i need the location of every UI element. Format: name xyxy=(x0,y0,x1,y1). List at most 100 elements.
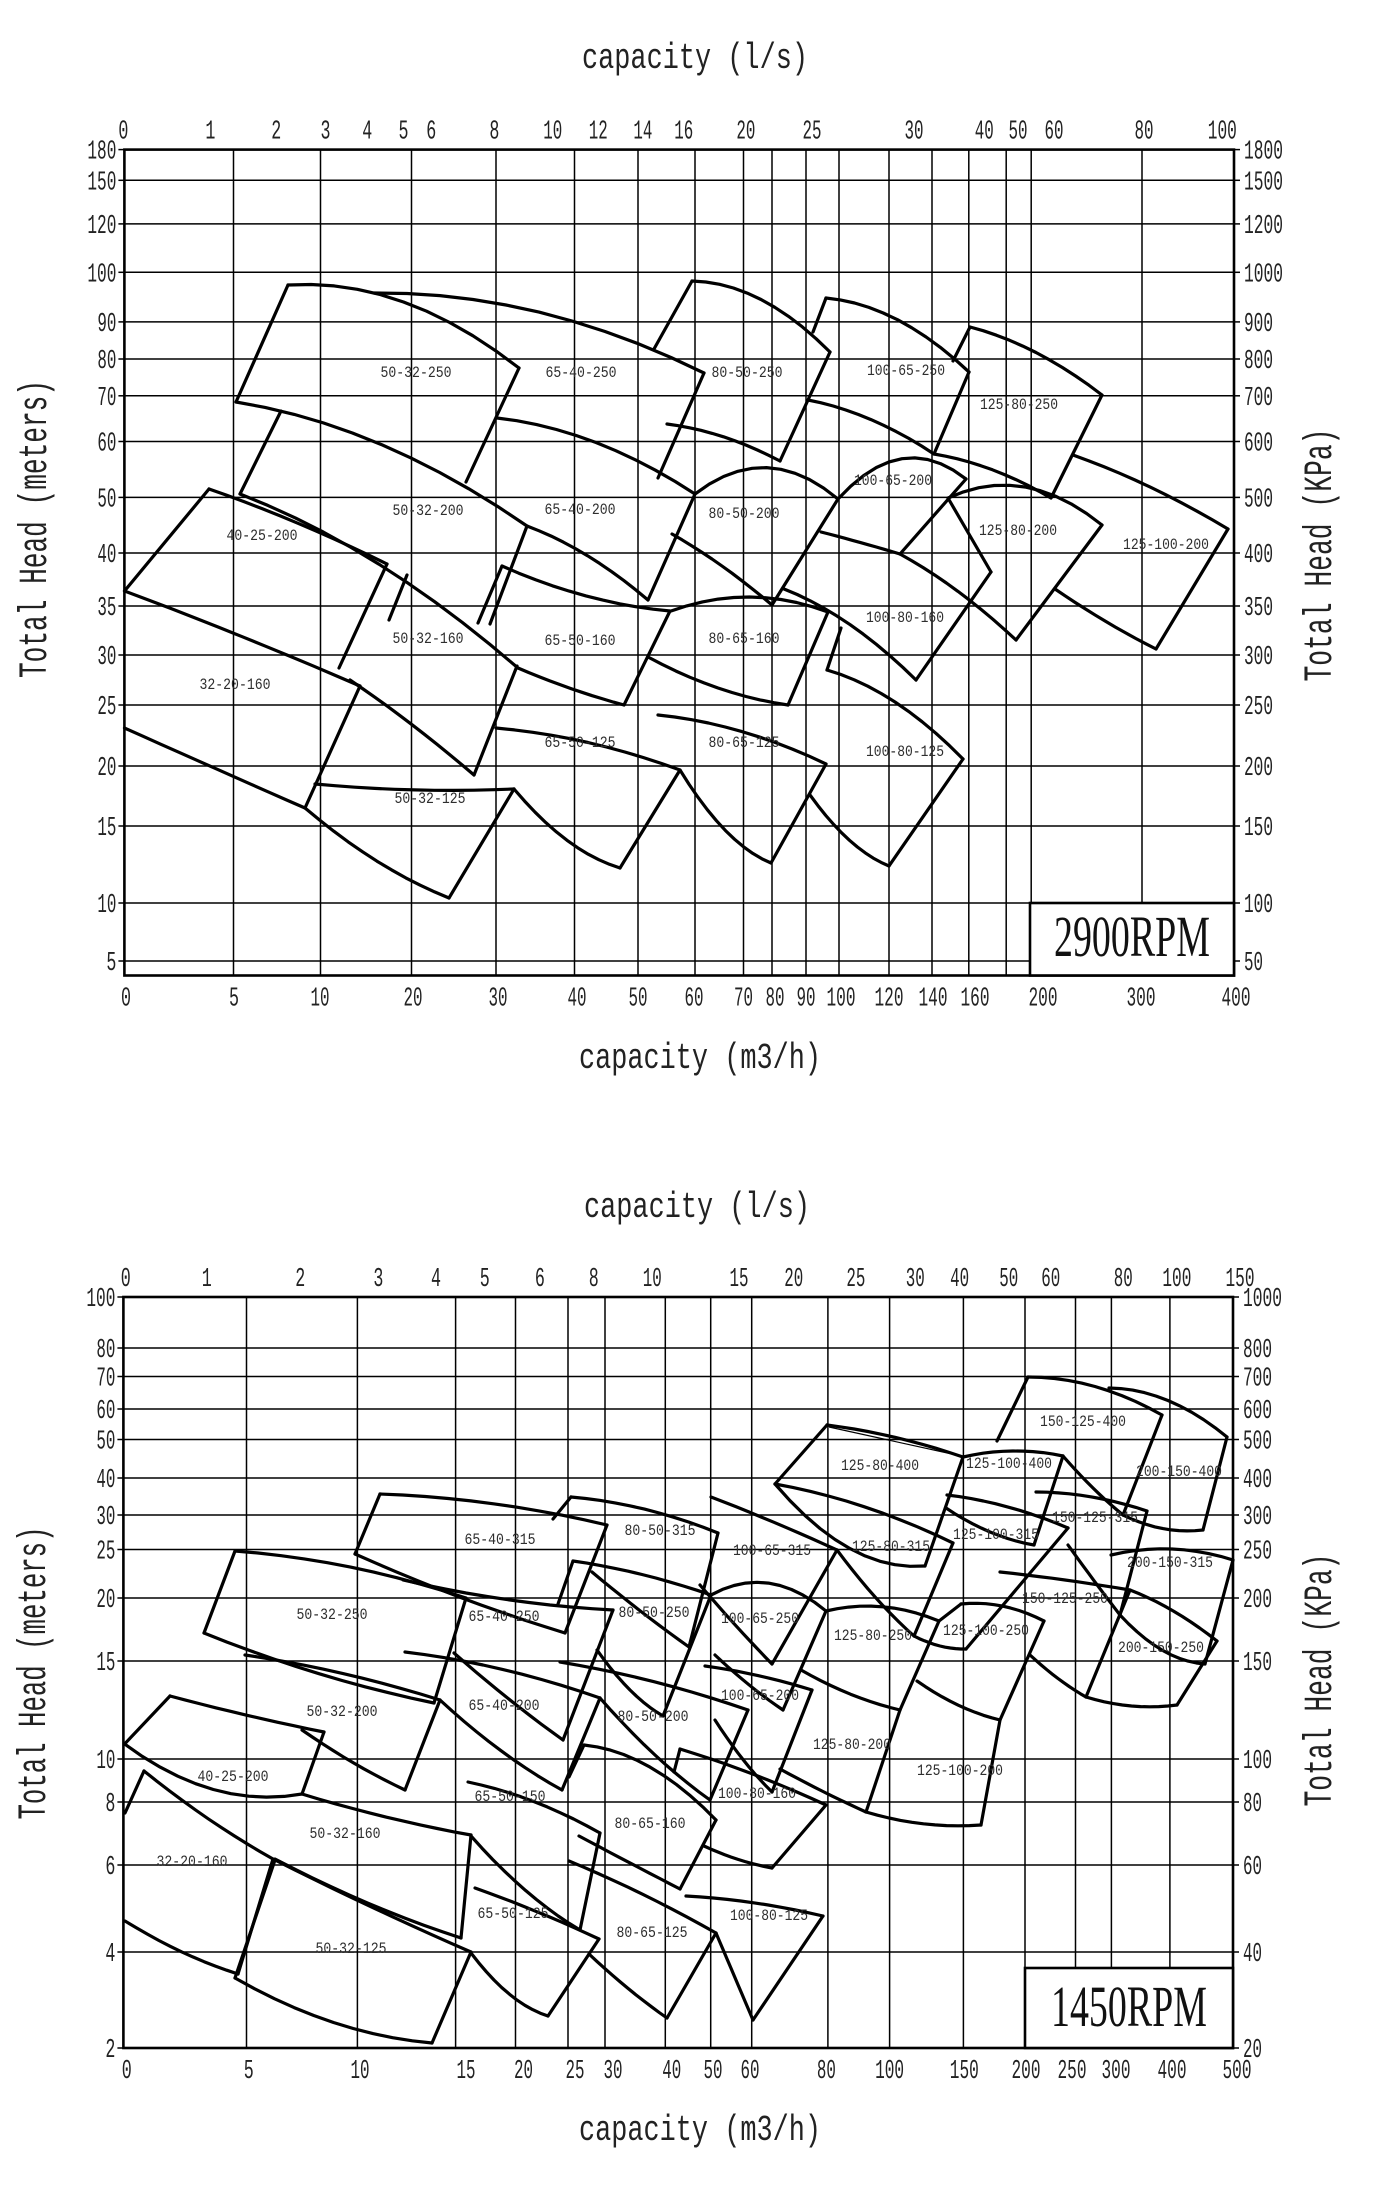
svg-text:100-80-125: 100-80-125 xyxy=(866,743,944,761)
svg-text:125-100-315: 125-100-315 xyxy=(953,1526,1039,1544)
svg-text:65-40-315: 65-40-315 xyxy=(465,1531,536,1549)
svg-text:90: 90 xyxy=(97,310,116,340)
svg-text:100: 100 xyxy=(1162,1265,1191,1295)
svg-text:80-50-200: 80-50-200 xyxy=(618,1708,689,1726)
svg-text:500: 500 xyxy=(1243,1428,1272,1458)
svg-text:3: 3 xyxy=(321,118,331,148)
svg-text:80-50-200: 80-50-200 xyxy=(709,505,780,523)
svg-text:140: 140 xyxy=(919,985,948,1015)
svg-text:125-80-250: 125-80-250 xyxy=(980,396,1058,414)
svg-text:100-65-315: 100-65-315 xyxy=(733,1542,811,1560)
svg-text:30: 30 xyxy=(604,2057,623,2087)
svg-text:150: 150 xyxy=(1244,814,1273,844)
svg-text:100-65-200: 100-65-200 xyxy=(854,472,932,490)
svg-text:65-40-200: 65-40-200 xyxy=(469,1697,540,1715)
svg-text:capacity (l/s): capacity (l/s) xyxy=(584,1187,810,1228)
svg-text:20: 20 xyxy=(1243,2036,1262,2066)
svg-text:1: 1 xyxy=(205,118,215,148)
svg-text:50: 50 xyxy=(704,2057,723,2087)
svg-text:0: 0 xyxy=(121,1265,131,1295)
svg-text:65-50-125: 65-50-125 xyxy=(478,1905,549,1923)
svg-text:10: 10 xyxy=(643,1265,662,1295)
svg-text:100: 100 xyxy=(1208,118,1237,148)
svg-text:15: 15 xyxy=(457,2057,476,2087)
svg-text:50: 50 xyxy=(1009,118,1028,148)
svg-text:10: 10 xyxy=(96,1747,115,1777)
svg-text:capacity (m3/h): capacity (m3/h) xyxy=(579,2110,821,2151)
svg-text:10: 10 xyxy=(351,2057,370,2087)
svg-text:15: 15 xyxy=(97,814,116,844)
svg-text:800: 800 xyxy=(1244,347,1273,377)
svg-text:50-32-200: 50-32-200 xyxy=(393,502,464,520)
svg-text:80-65-160: 80-65-160 xyxy=(615,1815,686,1833)
svg-text:35: 35 xyxy=(97,594,116,624)
svg-text:1800: 1800 xyxy=(1244,138,1283,168)
svg-text:Total Head (meters): Total Head (meters) xyxy=(13,1527,58,1820)
svg-text:65-50-150: 65-50-150 xyxy=(475,1788,546,1806)
svg-text:2: 2 xyxy=(105,2036,115,2066)
svg-text:65-40-200: 65-40-200 xyxy=(545,501,616,519)
svg-text:1000: 1000 xyxy=(1243,1285,1282,1315)
svg-text:50-32-160: 50-32-160 xyxy=(310,1825,381,1843)
svg-text:capacity (m3/h): capacity (m3/h) xyxy=(579,1038,821,1079)
svg-text:Total Head (KPa): Total Head (KPa) xyxy=(1299,429,1344,682)
svg-text:70: 70 xyxy=(97,384,116,414)
svg-text:40: 40 xyxy=(96,1466,115,1496)
svg-text:80: 80 xyxy=(817,2057,836,2087)
svg-text:125-80-400: 125-80-400 xyxy=(841,1457,919,1475)
svg-text:200-150-315: 200-150-315 xyxy=(1127,1554,1213,1572)
svg-text:200: 200 xyxy=(1244,754,1273,784)
svg-text:60: 60 xyxy=(97,430,116,460)
svg-text:125-100-400: 125-100-400 xyxy=(966,1455,1052,1473)
svg-text:125-80-250: 125-80-250 xyxy=(834,1627,912,1645)
svg-text:800: 800 xyxy=(1243,1336,1272,1366)
svg-text:100: 100 xyxy=(1244,891,1273,921)
svg-text:60: 60 xyxy=(741,2057,760,2087)
svg-text:80-50-250: 80-50-250 xyxy=(619,1604,690,1622)
svg-text:30: 30 xyxy=(96,1503,115,1533)
svg-text:700: 700 xyxy=(1244,384,1273,414)
svg-text:250: 250 xyxy=(1243,1538,1272,1568)
svg-text:4: 4 xyxy=(362,118,372,148)
svg-text:20: 20 xyxy=(514,2057,533,2087)
svg-text:100-80-160: 100-80-160 xyxy=(718,1785,796,1803)
svg-text:15: 15 xyxy=(730,1265,749,1295)
svg-text:300: 300 xyxy=(1127,985,1156,1015)
svg-text:10: 10 xyxy=(311,985,330,1015)
svg-text:125-80-200: 125-80-200 xyxy=(813,1736,891,1754)
svg-text:50-32-200: 50-32-200 xyxy=(307,1703,378,1721)
svg-text:125-100-250: 125-100-250 xyxy=(943,1622,1029,1640)
svg-text:20: 20 xyxy=(404,985,423,1015)
svg-text:20: 20 xyxy=(784,1265,803,1295)
svg-text:8: 8 xyxy=(105,1790,115,1820)
svg-text:350: 350 xyxy=(1244,594,1273,624)
svg-text:120: 120 xyxy=(875,985,904,1015)
svg-text:Total Head (KPa): Total Head (KPa) xyxy=(1299,1554,1344,1807)
svg-text:0: 0 xyxy=(118,118,128,148)
svg-text:100: 100 xyxy=(875,2057,904,2087)
svg-text:4: 4 xyxy=(105,1940,115,1970)
svg-text:150: 150 xyxy=(1226,1265,1255,1295)
svg-text:300: 300 xyxy=(1243,1503,1272,1533)
svg-text:125-100-200: 125-100-200 xyxy=(1123,536,1209,554)
svg-text:80-65-125: 80-65-125 xyxy=(709,734,780,752)
svg-text:5: 5 xyxy=(399,118,409,148)
svg-text:1000: 1000 xyxy=(1244,260,1283,290)
svg-text:80: 80 xyxy=(97,347,116,377)
svg-text:150-125-250: 150-125-250 xyxy=(1022,1590,1108,1608)
svg-text:70: 70 xyxy=(96,1365,115,1395)
svg-text:500: 500 xyxy=(1223,2057,1252,2087)
svg-text:4: 4 xyxy=(431,1265,441,1295)
svg-text:50-32-250: 50-32-250 xyxy=(381,364,452,382)
svg-text:900: 900 xyxy=(1244,310,1273,340)
svg-text:90: 90 xyxy=(797,985,816,1015)
svg-text:Total Head (meters): Total Head (meters) xyxy=(14,380,59,678)
svg-text:25: 25 xyxy=(97,693,116,723)
svg-text:50-32-250: 50-32-250 xyxy=(297,1606,368,1624)
svg-text:65-40-250: 65-40-250 xyxy=(469,1608,540,1626)
svg-text:2: 2 xyxy=(271,118,281,148)
svg-text:15: 15 xyxy=(96,1649,115,1679)
svg-text:capacity (l/s): capacity (l/s) xyxy=(582,38,808,79)
svg-text:25: 25 xyxy=(846,1265,865,1295)
svg-text:60: 60 xyxy=(1243,1853,1262,1883)
